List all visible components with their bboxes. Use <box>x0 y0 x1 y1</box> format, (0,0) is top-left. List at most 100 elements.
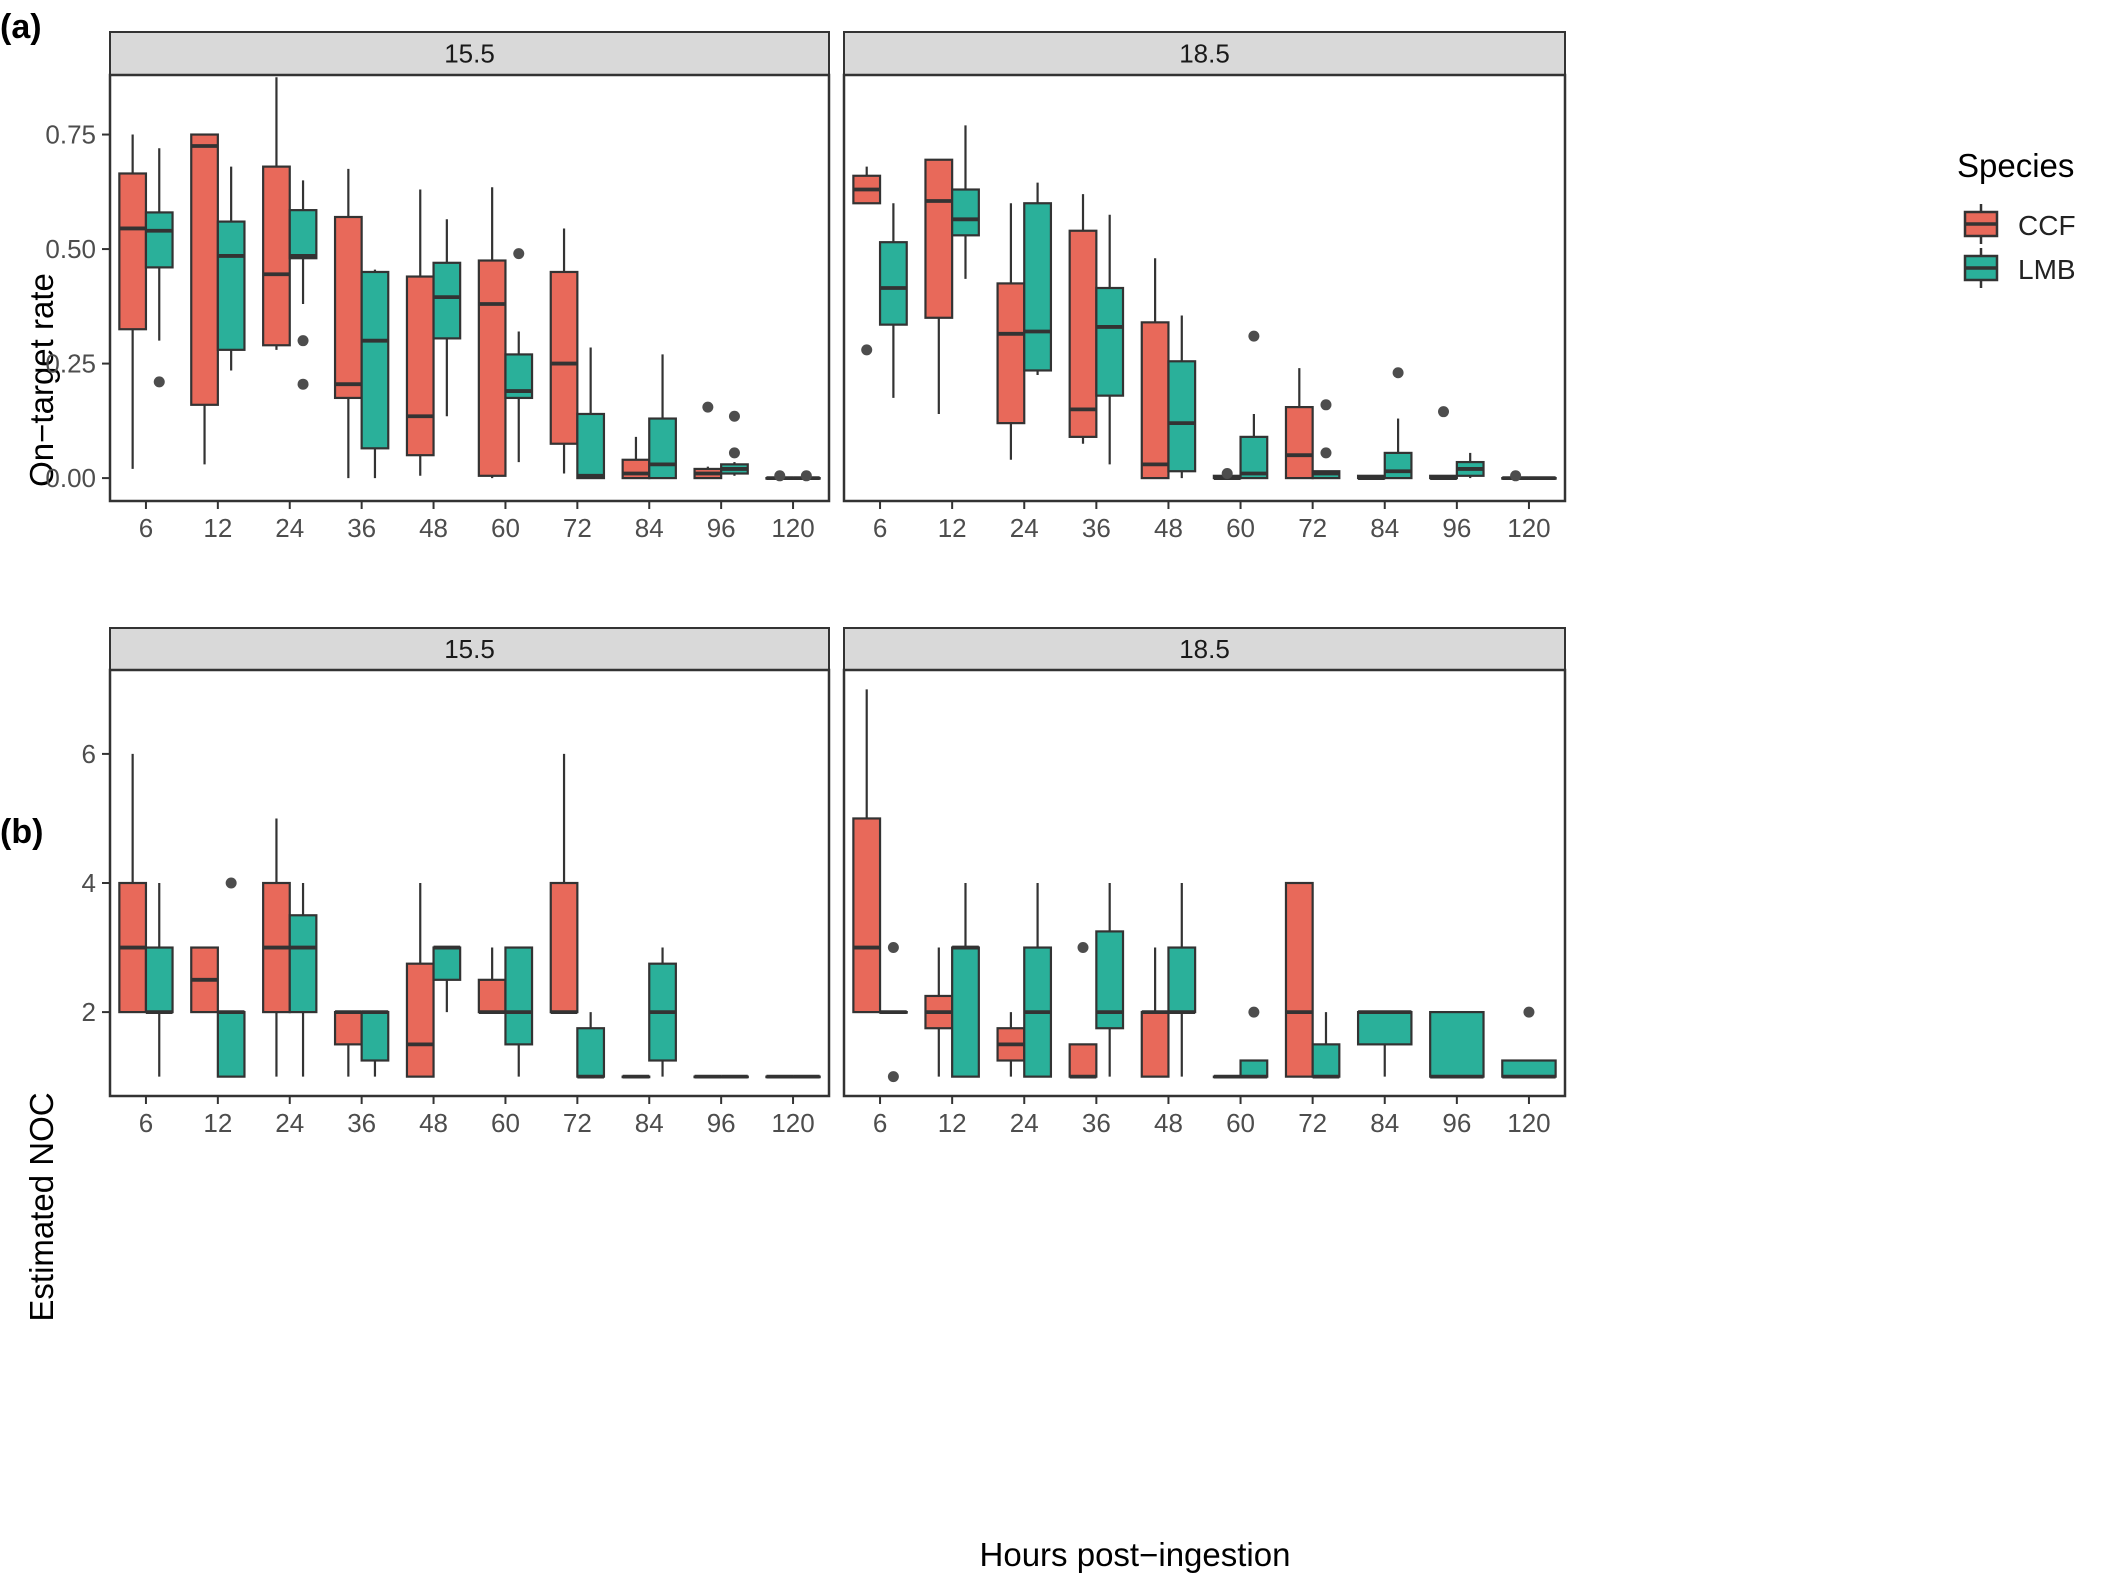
x-tick-label: 6 <box>139 513 153 543</box>
outlier-point <box>1077 942 1089 954</box>
box-body <box>405 275 435 457</box>
box-body <box>924 158 954 319</box>
box-lmb <box>1023 883 1053 1078</box>
box-body <box>1284 405 1314 480</box>
x-tick-label: 96 <box>1442 513 1471 543</box>
box-body <box>1501 1059 1557 1078</box>
box-ccf <box>1068 942 1098 1079</box>
box-body <box>576 1027 606 1078</box>
legend: Species CCF LMB <box>1957 147 2076 288</box>
box-body <box>1239 1059 1269 1078</box>
box-lmb <box>791 1074 821 1079</box>
x-tick-label: 24 <box>1010 513 1039 543</box>
x-tick-label: 12 <box>203 1108 232 1138</box>
box-ccf <box>1068 194 1098 444</box>
box-body <box>144 946 174 1014</box>
outlier-point <box>887 1071 899 1083</box>
box-body <box>1095 286 1125 397</box>
box-lmb <box>1095 214 1125 465</box>
x-tick-label: 36 <box>1082 513 1111 543</box>
box-body <box>144 211 174 269</box>
box-ccf <box>262 818 291 1077</box>
box-ccf <box>1284 881 1314 1078</box>
y-tick-label: 0.00 <box>45 463 96 493</box>
outlier-point <box>774 470 786 482</box>
box-lmb <box>576 1012 606 1079</box>
box-body <box>118 172 148 331</box>
x-tick-label: 60 <box>491 1108 520 1138</box>
box-lmb <box>720 1074 749 1079</box>
x-tick-label: 60 <box>1226 1108 1255 1138</box>
outlier-point <box>153 376 165 388</box>
facet-strip-label: 18.5 <box>1179 39 1230 69</box>
box-ccf <box>1284 368 1314 480</box>
outlier-point <box>1221 468 1233 480</box>
box-ccf <box>333 168 363 479</box>
y-tick-label: 2 <box>82 997 96 1027</box>
box-ccf <box>1212 468 1242 480</box>
box-body <box>333 1010 363 1046</box>
box-ccf <box>852 166 882 356</box>
box-lmb <box>1239 1006 1269 1079</box>
outlier-point <box>800 470 812 482</box>
box-ccf <box>693 1074 723 1079</box>
box-ccf <box>924 158 954 414</box>
box-lmb <box>288 180 318 390</box>
box-ccf <box>765 470 795 482</box>
x-tick-label: 120 <box>1507 513 1550 543</box>
box-lmb <box>1095 883 1125 1077</box>
box-lmb <box>144 148 174 388</box>
outlier-point <box>1510 470 1522 482</box>
box-ccf <box>190 133 219 465</box>
legend-label-ccf: CCF <box>2018 210 2076 241</box>
box-body <box>1167 946 1197 1014</box>
box-body <box>190 133 219 406</box>
box-ccf <box>1429 406 1458 480</box>
box-ccf <box>477 947 507 1014</box>
outlier-point <box>1248 330 1260 342</box>
x-tick-label: 72 <box>1298 1108 1327 1138</box>
box-body <box>951 188 980 237</box>
x-tick-label: 72 <box>563 1108 592 1138</box>
box-body <box>576 412 606 480</box>
x-tick-label: 48 <box>1154 1108 1183 1138</box>
box-lmb <box>1023 182 1053 376</box>
box-body <box>549 270 579 445</box>
box-body <box>216 220 246 351</box>
x-tick-label: 12 <box>938 1108 967 1138</box>
outlier-point <box>1523 1006 1535 1018</box>
x-tick-label: 6 <box>873 513 887 543</box>
box-ccf <box>765 1074 795 1079</box>
box-body <box>996 282 1026 425</box>
x-tick-label: 84 <box>1370 513 1399 543</box>
box-lmb <box>1167 315 1197 479</box>
outlier-point <box>297 378 309 390</box>
box-body <box>262 165 291 347</box>
box-body <box>288 914 318 1014</box>
y-axis-title-a: On−target rate <box>23 273 60 487</box>
facet-strip <box>109 627 830 671</box>
box-body <box>852 817 882 1014</box>
x-tick-label: 72 <box>563 513 592 543</box>
box-ccf <box>1501 470 1531 482</box>
x-tick-label: 36 <box>347 513 376 543</box>
x-tick-label: 48 <box>419 1108 448 1138</box>
box-lmb <box>1239 330 1269 480</box>
facet-strip <box>843 627 1566 671</box>
box-body <box>951 946 980 1078</box>
box-body <box>216 1010 246 1078</box>
x-tick-label: 120 <box>1507 1108 1550 1138</box>
box-body <box>288 209 318 260</box>
box-ccf <box>1212 1074 1242 1079</box>
x-tick-label: 120 <box>771 1108 814 1138</box>
box-body <box>432 261 462 340</box>
y-axis-title-b: Estimated NOC <box>23 1092 60 1321</box>
box-lmb <box>720 410 749 476</box>
box-body <box>648 417 677 480</box>
box-ccf <box>118 134 148 469</box>
box-body <box>1383 451 1413 480</box>
x-tick-label: 84 <box>635 513 664 543</box>
outlier-point <box>861 344 873 356</box>
box-ccf <box>549 228 579 474</box>
